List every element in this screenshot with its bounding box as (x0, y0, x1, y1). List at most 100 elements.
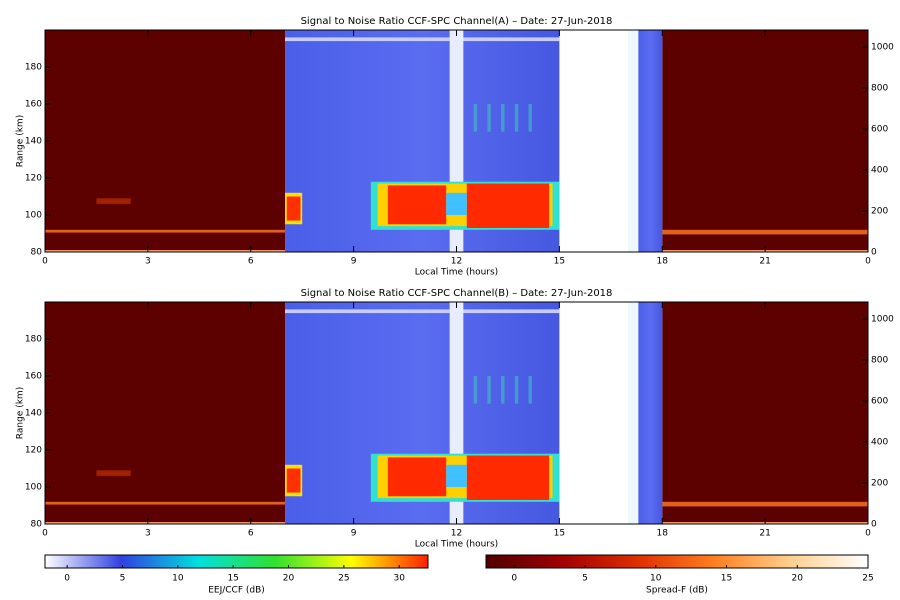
colorbar-tick-label: 20 (792, 574, 804, 584)
y2-tick-label: 400 (871, 166, 888, 176)
layer-neck (446, 464, 467, 487)
colorbar-tick-label: 30 (393, 574, 405, 584)
y-tick-label: 140 (25, 137, 42, 147)
irregularity (514, 104, 519, 132)
colorbar-tick-label: 5 (120, 574, 126, 584)
layer-core (466, 455, 550, 500)
x-tick-label: 0 (42, 529, 48, 539)
y2-tick-label: 1000 (871, 315, 894, 325)
night-blob (96, 470, 131, 476)
layer-core (387, 457, 447, 497)
y-tick-label: 120 (25, 446, 42, 456)
heatmap (45, 302, 868, 524)
colorbar-tick-label: 5 (582, 574, 588, 584)
y-tick-label: 160 (25, 100, 42, 110)
colorbar-label: EEJ/CCF (dB) (208, 586, 265, 596)
night-region (662, 30, 868, 252)
irregularity (528, 376, 532, 404)
x-tick-label: 21 (759, 529, 770, 539)
x-axis-label: Local Time (hours) (415, 268, 498, 278)
heatmap (45, 30, 868, 252)
colorbar-tick-label: 0 (64, 574, 70, 584)
colorbar-tick-label: 25 (338, 574, 349, 584)
layer-core (466, 183, 550, 228)
night-layer (662, 501, 868, 507)
x-tick-label: 3 (145, 529, 151, 539)
layer-neck (446, 192, 467, 215)
panel-title: Signal to Noise Ratio CCF-SPC Channel(A)… (301, 16, 613, 27)
x-tick-label: 0 (865, 257, 871, 267)
y-tick-label: 180 (25, 335, 42, 345)
x-tick-label: 21 (759, 257, 770, 267)
colorbar-tick-label: 10 (650, 574, 662, 584)
irregularity (501, 104, 505, 132)
night-layer (662, 229, 868, 235)
x-tick-label: 9 (351, 529, 357, 539)
colorbar-tick-label: 0 (511, 574, 517, 584)
y2-tick-label: 600 (871, 125, 888, 135)
irregularity (528, 104, 532, 132)
irregularity (514, 376, 519, 404)
irregularity (473, 104, 478, 132)
y-tick-label: 100 (25, 211, 42, 221)
irregularity (473, 376, 478, 404)
y2-tick-label: 1000 (871, 43, 894, 53)
y-axis-label: Range (km) (16, 387, 26, 439)
day-region (638, 30, 663, 252)
gap-stripe (627, 30, 639, 252)
y-axis-label: Range (km) (16, 115, 26, 167)
irregularity (501, 376, 505, 404)
day-edge (285, 37, 560, 42)
x-tick-label: 18 (657, 257, 669, 267)
night-edge (45, 250, 286, 252)
y2-tick-label: 800 (871, 356, 888, 366)
irregularity (487, 376, 491, 404)
y2-tick-label: 200 (871, 479, 888, 489)
y2-tick-label: 200 (871, 207, 888, 217)
night-layer (45, 501, 286, 505)
day-edge (285, 309, 560, 314)
colorbar (44, 554, 429, 569)
day-region (638, 302, 663, 524)
x-tick-label: 12 (451, 257, 462, 267)
colorbar-tick-label: 15 (227, 574, 238, 584)
y2-tick-label: 0 (871, 520, 877, 530)
x-axis-label: Local Time (hours) (415, 540, 498, 550)
night-region (45, 30, 286, 252)
colorbar-tick-label: 15 (721, 574, 732, 584)
night-edge (45, 522, 286, 524)
layer-core (286, 196, 301, 221)
colorbar-tick-label: 10 (172, 574, 184, 584)
y-tick-label: 140 (25, 409, 42, 419)
y-tick-label: 80 (31, 248, 43, 258)
y2-tick-label: 800 (871, 84, 888, 94)
y-tick-label: 180 (25, 63, 42, 73)
x-tick-label: 6 (248, 529, 254, 539)
y-tick-label: 80 (31, 520, 43, 530)
y-tick-label: 160 (25, 372, 42, 382)
y2-tick-label: 0 (871, 248, 877, 258)
x-tick-label: 3 (145, 257, 151, 267)
y2-tick-label: 600 (871, 397, 888, 407)
y-tick-label: 100 (25, 483, 42, 493)
colorbar (485, 554, 869, 569)
y-tick-label: 120 (25, 174, 42, 184)
x-tick-label: 0 (865, 529, 871, 539)
colorbar-tick-label: 20 (283, 574, 295, 584)
colorbar-tick-label: 25 (862, 574, 873, 584)
x-tick-label: 12 (451, 529, 462, 539)
x-tick-label: 15 (554, 257, 565, 267)
night-blob (96, 198, 131, 204)
layer-core (286, 468, 301, 493)
x-tick-label: 6 (248, 257, 254, 267)
irregularity (487, 104, 491, 132)
night-region (662, 302, 868, 524)
layer-core (387, 185, 447, 225)
night-layer (45, 229, 286, 233)
colorbar-label: Spread-F (dB) (646, 586, 708, 596)
x-tick-label: 0 (42, 257, 48, 267)
panel-title: Signal to Noise Ratio CCF-SPC Channel(B)… (301, 288, 613, 299)
y2-tick-label: 400 (871, 438, 888, 448)
x-tick-label: 18 (657, 529, 669, 539)
